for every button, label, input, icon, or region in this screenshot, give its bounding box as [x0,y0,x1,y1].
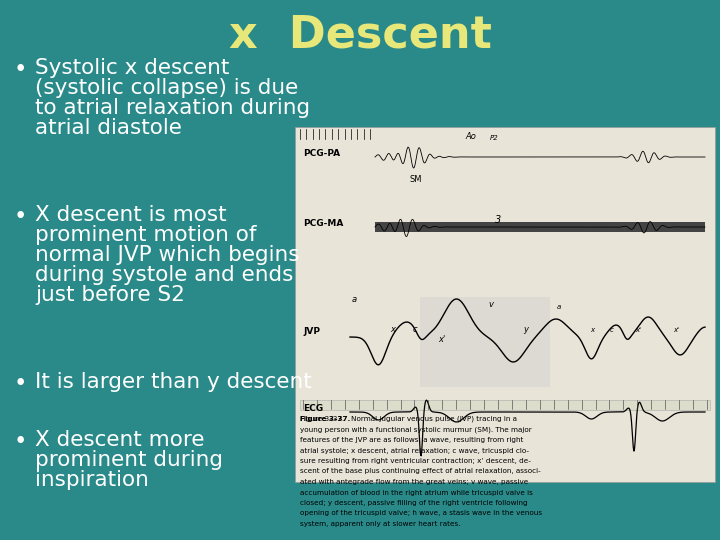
Text: X descent is most: X descent is most [35,205,227,225]
Text: PCG-PA: PCG-PA [303,149,340,158]
Text: accumulation of blood in the right atrium while tricuspid valve is: accumulation of blood in the right atriu… [300,489,533,496]
Text: x: x [390,325,395,334]
Text: SM: SM [410,175,423,184]
Bar [375,222,705,232]
Text: y: y [523,325,528,334]
Text: It is larger than y descent: It is larger than y descent [35,372,312,392]
Bar [420,297,550,387]
Text: Figure 3–37.: Figure 3–37. [300,416,350,422]
Text: v: v [488,300,493,309]
Text: •: • [14,58,27,81]
Text: scent of the base plus continuing effect of atrial relaxation, associ-: scent of the base plus continuing effect… [300,469,541,475]
Text: system, apparent only at slower heart rates.: system, apparent only at slower heart ra… [300,521,461,527]
Text: sure resulting from right ventricular contraction; x’ descent, de-: sure resulting from right ventricular co… [300,458,531,464]
Text: young person with a functional systolic murmur (SM). The major: young person with a functional systolic … [300,427,532,433]
Text: •: • [14,430,27,453]
Text: normal JVP which begins: normal JVP which begins [35,245,300,265]
Text: Figure 3–37.   Normal jugular venous pulse (JVP) tracing in a: Figure 3–37. Normal jugular venous pulse… [300,416,517,422]
Text: x: x [590,327,594,333]
Text: to atrial relaxation during: to atrial relaxation during [35,98,310,118]
Text: atrial systole; x descent, atrial relaxation; c wave, tricuspid clo-: atrial systole; x descent, atrial relaxa… [300,448,529,454]
Text: JVP: JVP [303,327,320,336]
Text: •: • [14,205,27,228]
Text: P2: P2 [490,135,499,141]
Text: Ao: Ao [465,132,476,141]
Text: x': x' [673,327,679,333]
Text: c: c [413,325,418,334]
Text: •: • [14,372,27,395]
Text: a: a [557,304,562,310]
FancyBboxPatch shape [295,127,715,482]
Text: a: a [352,295,357,304]
Text: prominent motion of: prominent motion of [35,225,256,245]
Text: ated with antegrade flow from the great veins; v wave, passive: ated with antegrade flow from the great … [300,479,528,485]
Text: closed; y descent, passive filling of the right ventricle following: closed; y descent, passive filling of th… [300,500,528,506]
Text: 3: 3 [495,215,501,225]
Text: during systole and ends: during systole and ends [35,265,293,285]
Text: just before S2: just before S2 [35,285,185,305]
Text: c: c [610,327,614,333]
Text: x  Descent: x Descent [228,13,492,56]
Text: prominent during: prominent during [35,450,223,470]
Text: (systolic collapse) is due: (systolic collapse) is due [35,78,298,98]
Text: inspiration: inspiration [35,470,149,490]
Text: X descent more: X descent more [35,430,204,450]
Text: features of the JVP are as follows: a wave, resulting from right: features of the JVP are as follows: a wa… [300,437,523,443]
Text: ECG: ECG [303,404,323,413]
Text: atrial diastole: atrial diastole [35,118,182,138]
Text: x': x' [438,335,445,344]
Text: x': x' [635,327,641,333]
Text: Systolic x descent: Systolic x descent [35,58,230,78]
Text: PCG-MA: PCG-MA [303,219,343,228]
Bar [300,400,710,410]
Text: opening of the tricuspid valve; h wave, a stasis wave in the venous: opening of the tricuspid valve; h wave, … [300,510,542,516]
